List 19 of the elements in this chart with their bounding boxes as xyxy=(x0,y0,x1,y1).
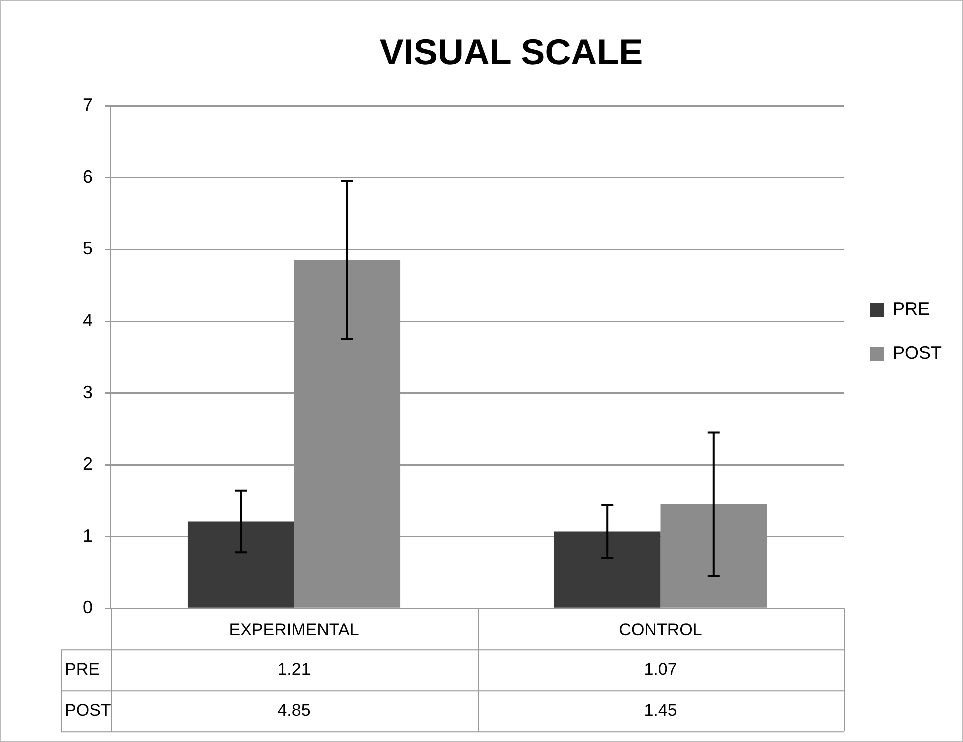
y-tick-label: 2 xyxy=(82,454,94,474)
data-label: 1.21 xyxy=(278,660,311,679)
legend-label: PRE xyxy=(892,298,930,319)
data-label: 1.45 xyxy=(644,700,678,720)
x-tick-label: EXPERIMENTAL xyxy=(229,620,360,640)
legend-label: POST xyxy=(892,342,942,363)
y-tick-label: 5 xyxy=(82,238,94,259)
x-tick-label: CONTROL xyxy=(619,620,702,640)
y-tick-label: 1 xyxy=(82,526,94,546)
y-tick-label: 6 xyxy=(82,166,94,187)
y-tick-label: 4 xyxy=(82,310,94,330)
y-tick-label: 3 xyxy=(82,382,94,402)
y-tick-label: 0 xyxy=(82,598,94,618)
text: PRE xyxy=(65,660,100,679)
y-tick-label: 7 xyxy=(82,95,94,116)
text: POST xyxy=(65,700,112,720)
data-label: 4.85 xyxy=(278,700,311,720)
chart-title: VISUAL SCALE xyxy=(380,32,644,73)
data-label: 1.07 xyxy=(644,660,678,679)
